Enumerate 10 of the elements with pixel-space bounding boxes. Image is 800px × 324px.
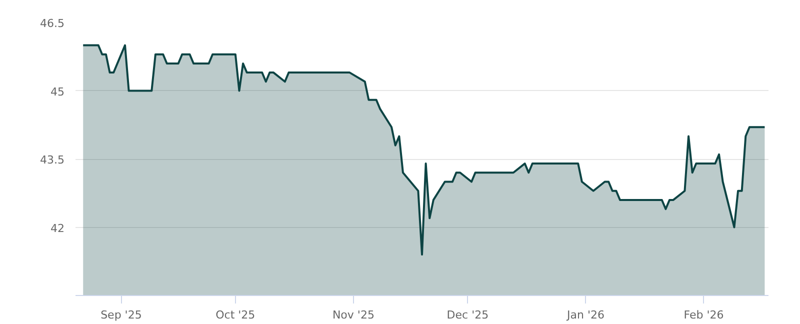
x-tick-label: Sep '25 [100,308,142,322]
y-tick-label: 46.5 [40,17,65,30]
x-tick-label: Feb '26 [684,308,724,322]
y-tick-label: 45 [50,85,65,98]
x-tick-label: Jan '26 [566,308,604,322]
y-tick-label: 42 [50,222,65,235]
x-tick-label: Oct '25 [216,308,256,322]
y-tick-label: 43.5 [40,154,65,166]
x-tick-label: Nov '25 [332,308,374,322]
x-tick-label: Dec '25 [446,308,489,322]
